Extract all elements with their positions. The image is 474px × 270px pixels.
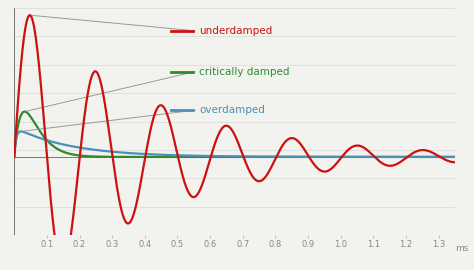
Text: underdamped: underdamped: [200, 26, 273, 36]
X-axis label: ms: ms: [455, 244, 468, 253]
Text: critically damped: critically damped: [200, 67, 290, 77]
Text: overdamped: overdamped: [200, 105, 265, 115]
